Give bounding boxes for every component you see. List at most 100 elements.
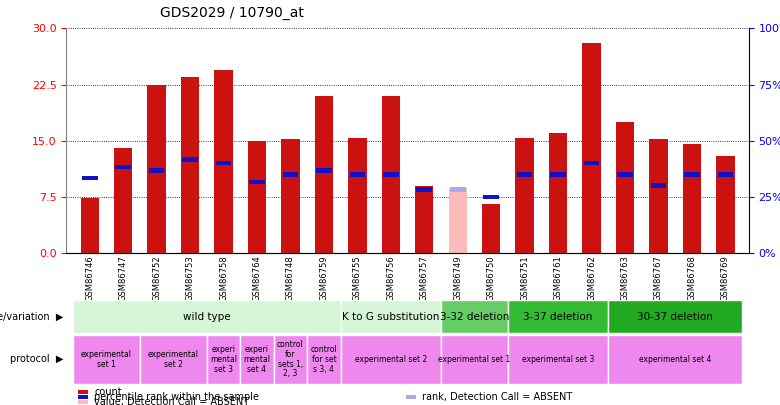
Text: experimental set 3: experimental set 3 bbox=[522, 355, 594, 364]
Text: experi
mental
set 4: experi mental set 4 bbox=[243, 345, 271, 374]
Text: protocol  ▶: protocol ▶ bbox=[9, 354, 63, 364]
Bar bbox=[307, 335, 341, 384]
Bar bbox=[649, 139, 668, 253]
Text: percentile rank within the sample: percentile rank within the sample bbox=[94, 392, 260, 402]
Text: 30-37 deletion: 30-37 deletion bbox=[637, 312, 713, 322]
Bar bbox=[114, 148, 133, 253]
Bar bbox=[73, 335, 140, 384]
Text: GSM86767: GSM86767 bbox=[654, 256, 663, 301]
Bar bbox=[349, 172, 365, 177]
Bar bbox=[550, 172, 566, 177]
Bar bbox=[517, 172, 533, 177]
Text: experi
mental
set 3: experi mental set 3 bbox=[210, 345, 237, 374]
Bar bbox=[115, 165, 131, 169]
Text: GSM86764: GSM86764 bbox=[253, 256, 261, 301]
Bar bbox=[73, 301, 341, 333]
Text: GSM86768: GSM86768 bbox=[687, 256, 697, 301]
Bar bbox=[341, 335, 441, 384]
Bar bbox=[215, 70, 232, 253]
Text: GSM86762: GSM86762 bbox=[587, 256, 596, 301]
Bar bbox=[78, 390, 88, 394]
Bar bbox=[140, 335, 207, 384]
Bar bbox=[484, 195, 499, 199]
Text: GSM86746: GSM86746 bbox=[85, 256, 94, 301]
Text: genotype/variation  ▶: genotype/variation ▶ bbox=[0, 312, 63, 322]
Bar bbox=[282, 139, 300, 253]
Bar bbox=[82, 176, 98, 181]
Bar bbox=[381, 96, 400, 253]
Bar bbox=[716, 156, 735, 253]
Bar bbox=[240, 335, 274, 384]
Text: count: count bbox=[94, 387, 122, 397]
Text: 3-37 deletion: 3-37 deletion bbox=[523, 312, 593, 322]
Bar bbox=[608, 335, 742, 384]
Bar bbox=[183, 157, 198, 162]
Bar bbox=[348, 139, 367, 253]
Text: experimental
set 2: experimental set 2 bbox=[148, 350, 199, 369]
Bar bbox=[207, 335, 240, 384]
Bar bbox=[149, 168, 165, 173]
Text: GSM86757: GSM86757 bbox=[420, 256, 429, 301]
Bar bbox=[248, 141, 266, 253]
Bar bbox=[417, 187, 432, 192]
Bar bbox=[383, 172, 399, 177]
Text: GSM86748: GSM86748 bbox=[286, 256, 295, 301]
Bar bbox=[583, 161, 599, 166]
Text: GSM86749: GSM86749 bbox=[453, 256, 463, 301]
Text: GSM86759: GSM86759 bbox=[320, 256, 328, 301]
Text: GSM86755: GSM86755 bbox=[353, 256, 362, 301]
Bar bbox=[441, 301, 508, 333]
Bar bbox=[181, 77, 199, 253]
Bar bbox=[406, 395, 416, 399]
Bar bbox=[508, 335, 608, 384]
Bar bbox=[616, 122, 634, 253]
Text: experimental
set 1: experimental set 1 bbox=[81, 350, 132, 369]
Text: experimental set 1: experimental set 1 bbox=[438, 355, 511, 364]
Text: value, Detection Call = ABSENT: value, Detection Call = ABSENT bbox=[94, 397, 250, 405]
Text: GSM86751: GSM86751 bbox=[520, 256, 529, 301]
Bar bbox=[508, 301, 608, 333]
Text: GSM86753: GSM86753 bbox=[186, 256, 194, 301]
Text: GSM86769: GSM86769 bbox=[721, 256, 730, 301]
Text: K to G substitution: K to G substitution bbox=[342, 312, 439, 322]
Bar bbox=[482, 205, 501, 253]
Bar bbox=[450, 187, 466, 192]
Bar bbox=[684, 172, 700, 177]
Bar bbox=[441, 335, 508, 384]
Bar bbox=[80, 198, 99, 253]
Bar bbox=[147, 85, 166, 253]
Bar bbox=[249, 180, 265, 184]
Bar bbox=[583, 43, 601, 253]
Text: 3-32 deletion: 3-32 deletion bbox=[440, 312, 509, 322]
Text: GSM86750: GSM86750 bbox=[487, 256, 495, 301]
Bar bbox=[651, 183, 666, 188]
Text: experimental set 4: experimental set 4 bbox=[639, 355, 711, 364]
Text: wild type: wild type bbox=[183, 312, 231, 322]
Bar bbox=[216, 161, 232, 166]
Bar bbox=[314, 96, 333, 253]
Text: GSM86763: GSM86763 bbox=[621, 256, 629, 301]
Text: GSM86761: GSM86761 bbox=[554, 256, 562, 301]
Bar bbox=[78, 400, 88, 404]
Bar bbox=[549, 133, 567, 253]
Text: GSM86758: GSM86758 bbox=[219, 256, 228, 301]
Text: GSM86756: GSM86756 bbox=[386, 256, 395, 301]
Bar bbox=[415, 185, 434, 253]
Text: experimental set 2: experimental set 2 bbox=[355, 355, 427, 364]
Bar bbox=[682, 145, 701, 253]
Bar bbox=[448, 188, 467, 253]
Bar bbox=[341, 301, 441, 333]
Text: GDS2029 / 10790_at: GDS2029 / 10790_at bbox=[160, 6, 303, 20]
Text: control
for set
s 3, 4: control for set s 3, 4 bbox=[310, 345, 337, 374]
Bar bbox=[282, 172, 298, 177]
Text: rank, Detection Call = ABSENT: rank, Detection Call = ABSENT bbox=[422, 392, 573, 402]
Bar bbox=[78, 395, 88, 399]
Bar bbox=[516, 139, 534, 253]
Bar bbox=[316, 168, 332, 173]
Text: GSM86752: GSM86752 bbox=[152, 256, 161, 301]
Bar bbox=[274, 335, 307, 384]
Bar bbox=[608, 301, 742, 333]
Bar bbox=[718, 172, 733, 177]
Text: GSM86747: GSM86747 bbox=[119, 256, 128, 301]
Bar bbox=[617, 172, 633, 177]
